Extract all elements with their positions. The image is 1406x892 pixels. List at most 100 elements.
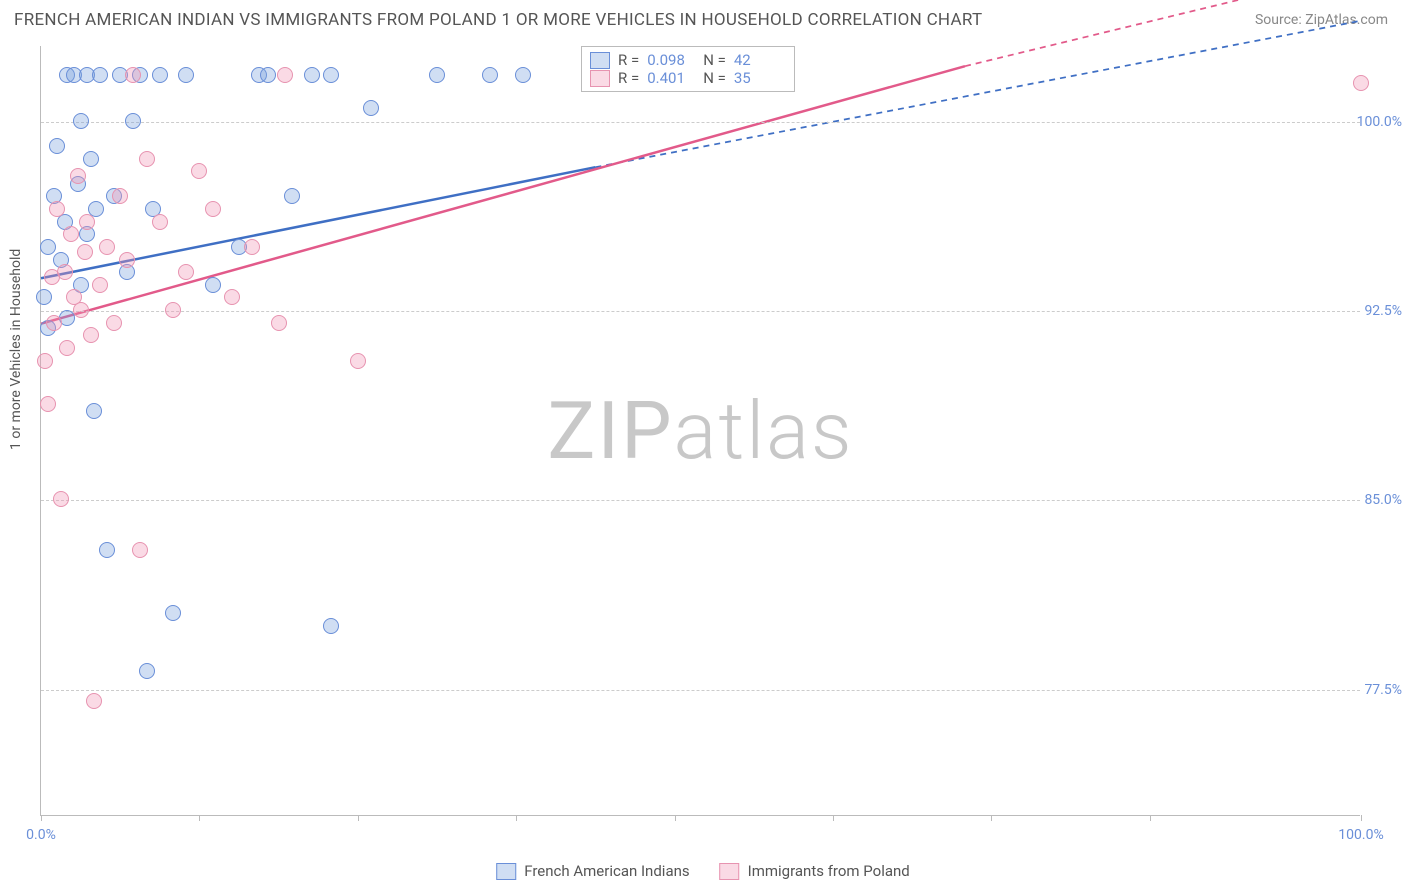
data-point <box>70 168 86 184</box>
legend-item-series2: Immigrants from Poland <box>720 862 910 880</box>
legend-label-series2: Immigrants from Poland <box>748 862 910 880</box>
r-value-series1: 0.098 <box>647 51 695 69</box>
data-point <box>92 277 108 293</box>
x-tick <box>1361 815 1362 821</box>
data-point <box>284 188 300 204</box>
data-point <box>429 67 445 83</box>
bottom-legend: French American Indians Immigrants from … <box>496 862 910 880</box>
gridline-h <box>41 500 1360 501</box>
data-point <box>165 302 181 318</box>
stats-row-series1: R = 0.098 N = 42 <box>590 51 782 69</box>
data-point <box>152 67 168 83</box>
data-point <box>205 277 221 293</box>
data-point <box>63 226 79 242</box>
data-point <box>73 302 89 318</box>
n-label: N = <box>703 69 726 87</box>
data-point <box>271 315 287 331</box>
data-point <box>260 67 276 83</box>
data-point <box>59 340 75 356</box>
data-point <box>46 315 62 331</box>
scatter-chart: ZIPatlas R = 0.098 N = 42 R = 0.401 N = … <box>40 46 1360 816</box>
x-tick <box>675 815 676 821</box>
x-tick <box>358 815 359 821</box>
r-label: R = <box>618 51 639 69</box>
data-point <box>112 188 128 204</box>
data-point <box>73 113 89 129</box>
data-point <box>1353 75 1369 91</box>
stats-row-series2: R = 0.401 N = 35 <box>590 69 782 87</box>
r-label: R = <box>618 69 639 87</box>
data-point <box>83 327 99 343</box>
data-point <box>36 289 52 305</box>
data-point <box>139 663 155 679</box>
data-point <box>92 67 108 83</box>
x-tick-label: 0.0% <box>26 827 56 843</box>
data-point <box>79 214 95 230</box>
data-point <box>205 201 221 217</box>
data-point <box>515 67 531 83</box>
data-point <box>165 605 181 621</box>
n-value-series1: 42 <box>734 51 782 69</box>
data-point <box>49 138 65 154</box>
data-point <box>125 113 141 129</box>
n-label: N = <box>703 51 726 69</box>
data-point <box>482 67 498 83</box>
y-tick-label: 92.5% <box>1342 303 1402 319</box>
data-point <box>152 214 168 230</box>
n-value-series2: 35 <box>734 69 782 87</box>
y-tick-label: 77.5% <box>1342 682 1402 698</box>
legend-item-series1: French American Indians <box>496 862 689 880</box>
data-point <box>323 618 339 634</box>
data-point <box>323 67 339 83</box>
data-point <box>77 244 93 260</box>
data-point <box>37 353 53 369</box>
x-tick <box>1150 815 1151 821</box>
data-point <box>86 693 102 709</box>
gridline-h <box>41 122 1360 123</box>
data-point <box>40 396 56 412</box>
legend-label-series1: French American Indians <box>524 862 689 880</box>
watermark: ZIPatlas <box>547 384 853 478</box>
data-point <box>132 542 148 558</box>
legend-swatch-series2 <box>720 863 740 880</box>
data-point <box>53 491 69 507</box>
x-tick <box>41 815 42 821</box>
swatch-series2 <box>590 70 610 87</box>
data-point <box>40 239 56 255</box>
watermark-bold: ZIP <box>547 384 673 478</box>
correlation-stats-box: R = 0.098 N = 42 R = 0.401 N = 35 <box>581 46 795 92</box>
data-point <box>277 67 293 83</box>
data-point <box>139 151 155 167</box>
r-value-series2: 0.401 <box>647 69 695 87</box>
data-point <box>191 163 207 179</box>
data-point <box>350 353 366 369</box>
trendlines-layer <box>41 46 1360 815</box>
data-point <box>119 252 135 268</box>
gridline-h <box>41 311 1360 312</box>
data-point <box>304 67 320 83</box>
data-point <box>224 289 240 305</box>
data-point <box>363 100 379 116</box>
data-point <box>99 239 115 255</box>
legend-swatch-series1 <box>496 863 516 880</box>
data-point <box>86 403 102 419</box>
data-point <box>244 239 260 255</box>
watermark-thin: atlas <box>674 384 854 478</box>
x-tick <box>991 815 992 821</box>
source-attribution: Source: ZipAtlas.com <box>1255 12 1388 28</box>
data-point <box>99 542 115 558</box>
data-point <box>178 264 194 280</box>
swatch-series1 <box>590 52 610 69</box>
gridline-h <box>41 690 1360 691</box>
y-tick-label: 100.0% <box>1342 114 1402 130</box>
data-point <box>125 67 141 83</box>
data-point <box>57 264 73 280</box>
data-point <box>49 201 65 217</box>
x-tick <box>199 815 200 821</box>
data-point <box>178 67 194 83</box>
y-tick-label: 85.0% <box>1342 492 1402 508</box>
data-point <box>106 315 122 331</box>
chart-title: FRENCH AMERICAN INDIAN VS IMMIGRANTS FRO… <box>14 10 982 30</box>
x-tick <box>516 815 517 821</box>
y-axis-label: 1 or more Vehicles in Household <box>8 249 24 450</box>
